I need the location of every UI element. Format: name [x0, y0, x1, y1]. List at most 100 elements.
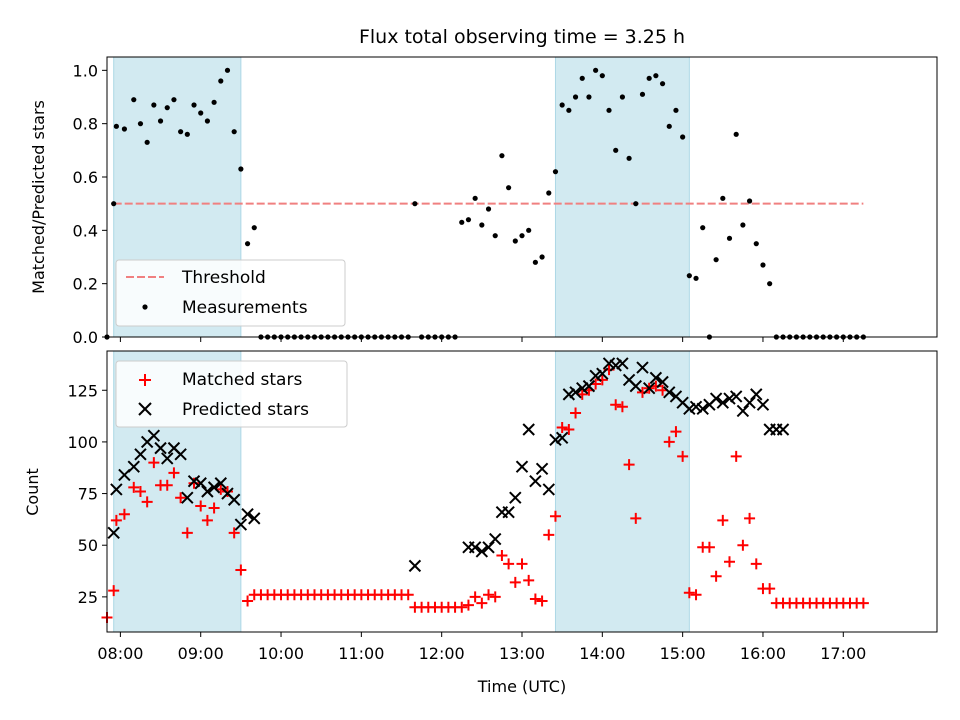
- matched-star-point: [469, 591, 481, 603]
- matched-star-point: [677, 450, 689, 462]
- x-tick-label: 15:00: [660, 644, 706, 663]
- top-legend-box: [115, 259, 346, 327]
- matched-star-point: [148, 457, 160, 469]
- measurement-point: [519, 233, 525, 239]
- matched-star-point: [724, 556, 735, 568]
- measurement-point: [479, 222, 485, 228]
- predicted-star-point: [482, 541, 495, 554]
- measurement-point: [720, 195, 726, 201]
- measurements-legend-label: Measurements: [182, 298, 308, 318]
- matched-star-point: [737, 539, 749, 551]
- predicted-star-point: [602, 357, 616, 370]
- measurement-point: [680, 134, 686, 140]
- measurement-point: [753, 241, 759, 247]
- measurement-point: [164, 105, 170, 111]
- matched-star-point: [496, 550, 508, 562]
- predicted-star-point: [248, 512, 261, 525]
- matched-star-point: [175, 492, 187, 504]
- x-tick-label: 17:00: [820, 644, 866, 663]
- measurement-point: [566, 107, 572, 113]
- measurement-point: [700, 225, 706, 231]
- matched-star-point: [462, 599, 474, 611]
- predicted-star-point: [408, 559, 422, 573]
- matched-star-point: [228, 527, 240, 539]
- matched-legend-label: Matched stars: [182, 370, 302, 390]
- measurement-point: [633, 201, 639, 207]
- measurement-point: [726, 235, 733, 241]
- matched-legend-swatch: [139, 374, 151, 386]
- predicted-star-point: [609, 359, 622, 372]
- top-y-tick-label: 0.0: [73, 328, 98, 347]
- matched-star-point: [456, 601, 468, 613]
- x-tick-label: 12:00: [419, 644, 465, 663]
- predicted-star-point: [127, 460, 140, 473]
- measurement-point: [572, 94, 579, 100]
- predicted-star-point: [161, 452, 174, 465]
- matched-star-point: [188, 477, 200, 489]
- measurement-point: [412, 201, 418, 207]
- predicted-star-point: [569, 386, 582, 399]
- predicted-star-point: [729, 390, 743, 403]
- x-tick-label: 14:00: [579, 644, 625, 663]
- measurement-point: [204, 118, 211, 124]
- predicted-star-point: [716, 396, 730, 409]
- matched-star-point: [118, 508, 130, 520]
- measurement-point: [653, 73, 659, 79]
- matched-star-point: [161, 479, 173, 491]
- predicted-star-point: [562, 388, 576, 401]
- measurement-point: [713, 257, 719, 263]
- predicted-star-point: [110, 483, 123, 496]
- predicted-star-point: [723, 392, 736, 405]
- matched-star-point: [744, 512, 756, 524]
- matched-star-point: [663, 436, 675, 448]
- x-tick-label: 09:00: [178, 644, 224, 663]
- matched-star-point: [683, 587, 695, 599]
- predicted-star-point: [736, 404, 750, 418]
- matched-star-point: [402, 589, 414, 601]
- matched-star-point: [221, 486, 233, 497]
- predicted-star-point: [555, 431, 569, 444]
- measurement-point: [552, 169, 559, 175]
- measurement-point: [646, 75, 652, 81]
- predicted-star-point: [234, 518, 248, 531]
- measurement-point: [137, 121, 144, 127]
- measurement-point: [131, 97, 137, 103]
- measurement-point: [157, 118, 164, 124]
- measurement-point: [733, 131, 739, 137]
- predicted-star-point: [509, 491, 522, 504]
- predicted-star-point: [468, 541, 482, 554]
- measurement-point: [191, 102, 197, 108]
- measurement-point: [599, 73, 605, 79]
- measurement-point: [224, 67, 231, 73]
- predicted-star-point: [134, 448, 147, 461]
- predicted-star-point: [174, 448, 187, 461]
- matched-star-point: [134, 486, 146, 497]
- predicted-star-point: [750, 388, 763, 401]
- predicted-star-point: [582, 379, 596, 393]
- matched-star-point: [690, 589, 702, 601]
- matched-star-point: [703, 541, 715, 553]
- measurement-point: [231, 129, 237, 135]
- top-y-axis-label: Matched/Predicted stars: [29, 100, 48, 294]
- matched-star-point: [516, 558, 528, 570]
- measurement-point: [218, 78, 224, 84]
- matched-star-point: [195, 500, 207, 512]
- measurement-point: [746, 198, 753, 204]
- predicted-star-point: [743, 396, 756, 409]
- measurement-point: [606, 107, 612, 113]
- top-y-tick-label: 0.8: [73, 115, 98, 134]
- measurement-point: [506, 185, 512, 191]
- predicted-star-point: [535, 462, 549, 475]
- bottom-y-tick-label: 100: [67, 433, 98, 452]
- measurement-point: [559, 102, 565, 108]
- matched-star-point: [483, 589, 495, 601]
- predicted-star-point: [663, 386, 676, 399]
- predicted-star-point: [589, 369, 602, 383]
- matched-star-point: [670, 426, 682, 438]
- matched-star-point: [108, 585, 120, 597]
- predicted-star-point: [542, 483, 555, 496]
- matched-star-point: [141, 496, 153, 508]
- measurement-point: [244, 241, 251, 247]
- predicted-star-point: [629, 379, 642, 393]
- matched-star-point: [857, 597, 869, 609]
